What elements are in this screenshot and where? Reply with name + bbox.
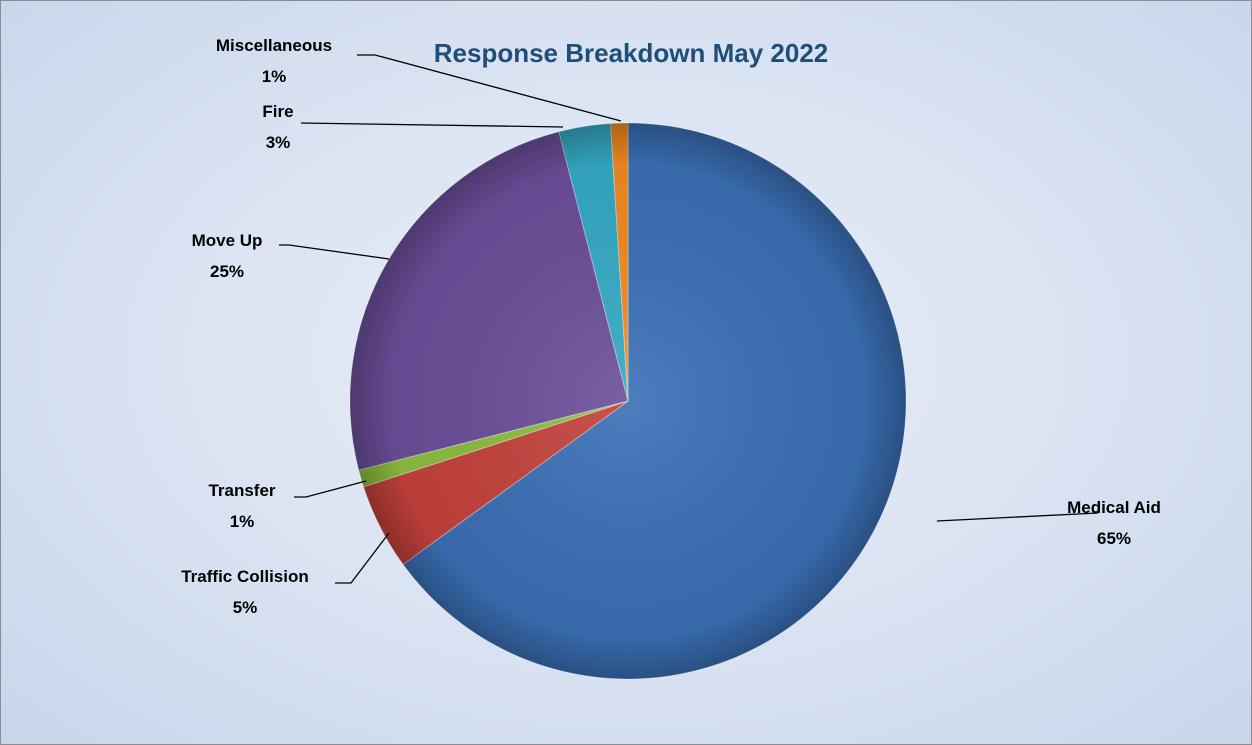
slice-label-name: Transfer <box>208 481 275 500</box>
leader-line <box>936 512 1099 522</box>
slice-label-percent: 1% <box>262 67 287 86</box>
leader-lines <box>279 54 1099 584</box>
slice-label-percent: 3% <box>266 133 291 152</box>
slice-label-percent: 5% <box>233 598 258 617</box>
leader-line <box>300 122 564 128</box>
slice-label-name: Fire <box>262 102 293 121</box>
slice-label-name: Medical Aid <box>1067 498 1161 517</box>
slice-label-percent: 25% <box>210 262 244 281</box>
slice-label-name: Move Up <box>192 231 263 250</box>
leader-line <box>279 244 390 260</box>
slice-label-name: Miscellaneous <box>216 36 332 55</box>
pie-slices <box>349 122 907 680</box>
leader-line <box>294 480 367 498</box>
leader-line <box>335 532 390 584</box>
data-labels: Medical Aid 65% Traffic Collision 5% Transfe… <box>181 36 1161 617</box>
slice-label-percent: 65% <box>1097 529 1131 548</box>
slice-label-name: Traffic Collision <box>181 567 309 586</box>
leader-line <box>357 54 622 122</box>
chart-title: Response Breakdown May 2022 <box>434 38 829 68</box>
slice-label-percent: 1% <box>230 512 255 531</box>
